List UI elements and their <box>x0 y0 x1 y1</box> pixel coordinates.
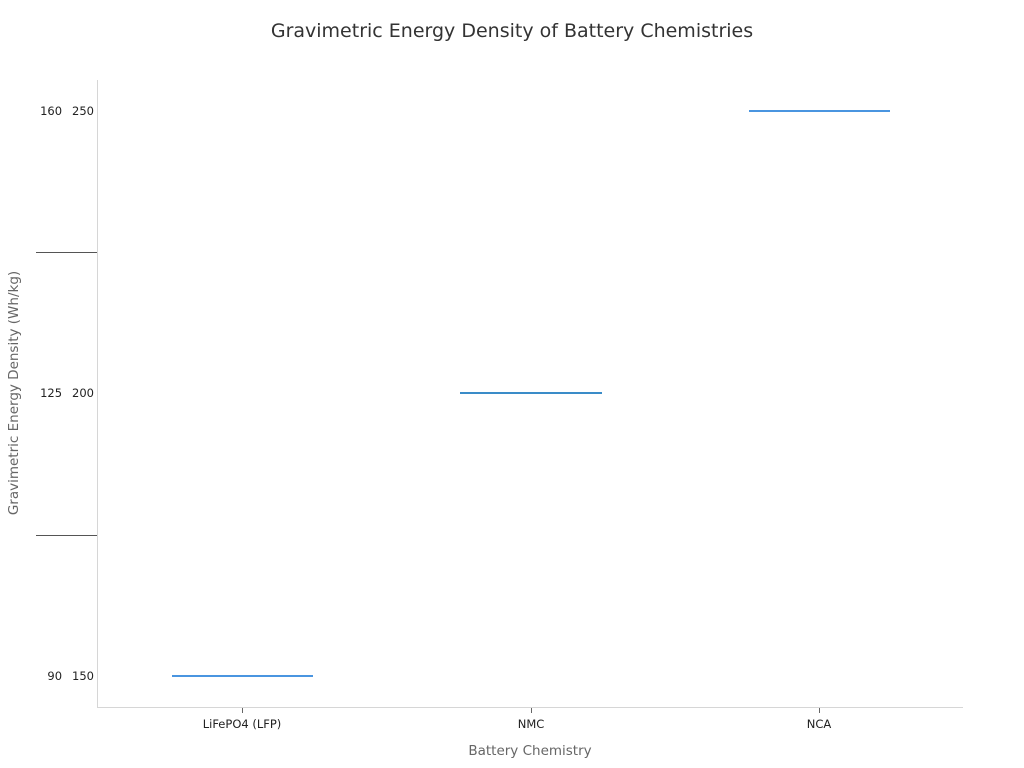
y-axis-separator <box>36 252 97 253</box>
x-tick-label-lfp: LiFePO4 (LFP) <box>202 717 282 731</box>
x-tick-mark <box>531 708 532 713</box>
y-tick-max: 250 <box>72 104 94 118</box>
y-axis-label: Gravimetric Energy Density (Wh/kg) <box>6 270 22 516</box>
x-tick-mark <box>819 708 820 713</box>
y-axis-separator <box>36 535 97 536</box>
y-tick-min: 90 <box>47 669 63 683</box>
x-axis-label: Battery Chemistry <box>468 743 592 759</box>
y-tick-middle: 125 200 <box>40 386 94 400</box>
x-axis-line <box>97 707 963 708</box>
x-tick-label-nca: NCA <box>806 717 832 731</box>
nca-range-line <box>749 110 890 112</box>
y-tick-top: 160 250 <box>40 104 94 118</box>
x-tick-mark <box>242 708 243 713</box>
y-tick-min: 160 <box>40 104 63 118</box>
chart-title: Gravimetric Energy Density of Battery Ch… <box>270 20 754 42</box>
x-tick-label-nmc: NMC <box>517 717 545 731</box>
lfp-range-line <box>172 675 313 677</box>
nmc-range-line <box>460 392 602 394</box>
y-tick-max: 150 <box>72 669 94 683</box>
y-tick-min: 125 <box>40 386 63 400</box>
y-tick-max: 200 <box>72 386 94 400</box>
y-axis-line <box>97 80 98 708</box>
y-tick-bottom: 90 150 <box>47 669 94 683</box>
